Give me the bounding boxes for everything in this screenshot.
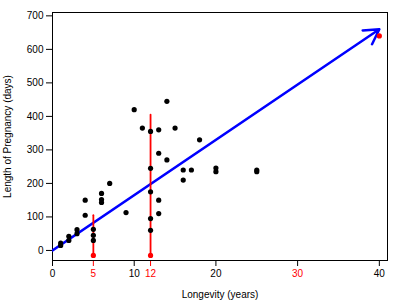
svg-text:Length of Pregnancy (days): Length of Pregnancy (days) <box>2 75 13 198</box>
svg-text:20: 20 <box>210 268 222 279</box>
svg-text:40: 40 <box>374 268 386 279</box>
svg-text:700: 700 <box>27 10 44 21</box>
svg-text:30: 30 <box>292 268 304 279</box>
svg-text:300: 300 <box>27 144 44 155</box>
svg-text:100: 100 <box>27 211 44 222</box>
svg-text:5: 5 <box>91 268 97 279</box>
svg-text:12: 12 <box>145 268 157 279</box>
svg-text:500: 500 <box>27 77 44 88</box>
svg-text:400: 400 <box>27 111 44 122</box>
svg-text:10: 10 <box>129 268 141 279</box>
svg-text:200: 200 <box>27 178 44 189</box>
svg-text:600: 600 <box>27 44 44 55</box>
svg-text:0: 0 <box>38 245 44 256</box>
svg-text:Longevity (years): Longevity (years) <box>182 289 259 300</box>
svg-text:0: 0 <box>50 268 56 279</box>
